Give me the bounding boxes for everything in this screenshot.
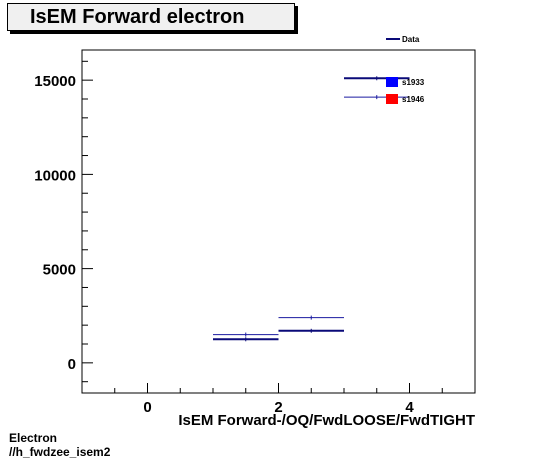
legend-label-data: Data <box>402 35 420 44</box>
legend-label-s1933: s1933 <box>402 78 425 87</box>
data-point-s1933 <box>344 76 410 81</box>
x-tick-label: 0 <box>143 399 151 416</box>
y-tick-label: 0 <box>68 356 76 373</box>
data-point-s1946 <box>278 315 344 320</box>
footer-line-1: Electron <box>9 431 58 445</box>
y-tick-label: 10000 <box>34 167 76 184</box>
x-tick-label: 4 <box>405 399 414 416</box>
x-axis-label: IsEM Forward-/OQ/FwdLOOSE/FwdTIGHT <box>178 412 475 429</box>
title-box: IsEM Forward electron <box>7 3 295 31</box>
legend-label-s1946: s1946 <box>402 95 425 104</box>
footer-line-2: //h_fwdzee_isem2 <box>9 445 111 459</box>
data-point-s1946 <box>344 95 410 100</box>
data-point-s1946 <box>213 332 279 337</box>
x-tick-label: 2 <box>274 399 282 416</box>
data-point-s1933 <box>213 337 279 342</box>
y-tick-label: 15000 <box>34 73 76 90</box>
chart-title: IsEM Forward electron <box>30 6 245 28</box>
y-tick-label: 5000 <box>43 262 76 279</box>
legend-swatch-s1933 <box>386 77 398 87</box>
legend-swatch-s1946 <box>386 94 398 104</box>
data-point-s1933 <box>278 328 344 333</box>
